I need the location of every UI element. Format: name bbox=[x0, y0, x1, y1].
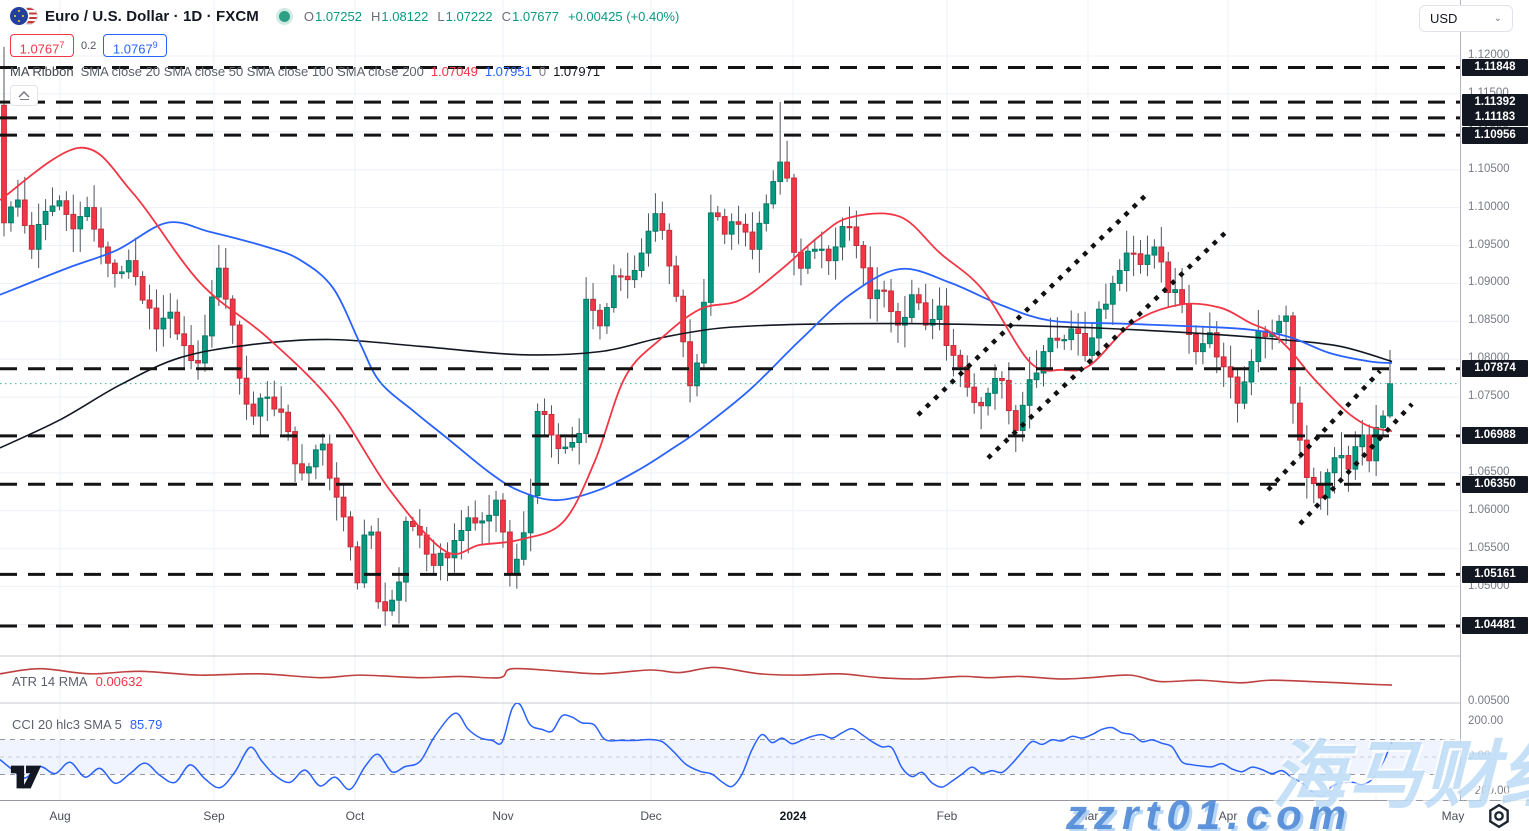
price-level-badge: 1.11392 bbox=[1462, 93, 1528, 111]
price-tick: 1.12000 bbox=[1468, 49, 1510, 61]
time-axis-label: 2024 bbox=[779, 809, 807, 823]
indicator-legend-ma-ribbon[interactable]: MA Ribbon SMA close 20 SMA close 50 SMA … bbox=[10, 64, 679, 79]
time-axis-label: Feb bbox=[936, 809, 958, 823]
price-tick: 1.06000 bbox=[1468, 503, 1510, 516]
price-level-badge: 1.11183 bbox=[1462, 109, 1528, 127]
price-level-badge: 1.04481 bbox=[1462, 617, 1528, 635]
atr-axis-tick: 0.00500 bbox=[1468, 695, 1510, 707]
time-axis-label: Oct bbox=[345, 809, 365, 823]
time-axis-label: Nov bbox=[492, 809, 514, 823]
price-tick: 1.10500 bbox=[1468, 162, 1510, 175]
axis-settings-gear-icon[interactable] bbox=[1486, 803, 1512, 829]
trendline-dotted[interactable] bbox=[986, 231, 1227, 460]
time-axis-label: Mar bbox=[1077, 809, 1099, 823]
high-value: 1.08122 bbox=[381, 8, 429, 24]
eu-flag-icon bbox=[10, 7, 28, 25]
symbol-title[interactable]: Euro / U.S. Dollar · 1D · FXCM bbox=[45, 7, 259, 25]
sma100-value: 0 bbox=[538, 64, 547, 79]
trendline-dotted[interactable] bbox=[916, 191, 1150, 417]
price-level-badge: 1.06988 bbox=[1462, 427, 1528, 445]
open-value: 1.07252 bbox=[314, 8, 362, 24]
price-axis[interactable]: 1.045001.050001.055001.060001.065001.070… bbox=[1460, 0, 1529, 800]
time-axis-label: Dec bbox=[640, 809, 662, 823]
change-value: +0.00425 (+0.40%) bbox=[568, 8, 680, 24]
price-tick: 1.09000 bbox=[1468, 276, 1510, 289]
trendline-dotted[interactable] bbox=[1298, 402, 1414, 526]
price-level-badge: 1.11848 bbox=[1462, 59, 1528, 77]
tradingview-logo[interactable] bbox=[9, 761, 43, 793]
price-tick: 1.05500 bbox=[1468, 541, 1510, 554]
price-tick: 1.07500 bbox=[1468, 390, 1510, 403]
cci-value: 85.79 bbox=[129, 717, 163, 732]
price-tick: 1.10000 bbox=[1468, 200, 1510, 213]
time-axis[interactable]: Aug Sep Oct Nov Dec 2024 Feb Mar Apr May bbox=[0, 800, 1529, 831]
cci-line[interactable] bbox=[0, 703, 1393, 798]
price-tick: 1.06500 bbox=[1468, 465, 1510, 478]
sma20-value: 1.07049 bbox=[430, 64, 478, 79]
price-level-badge: 1.10956 bbox=[1462, 126, 1528, 144]
price-level-badge: 1.07874 bbox=[1462, 360, 1528, 378]
time-axis-label: Apr bbox=[1218, 809, 1238, 823]
atr-value: 0.00632 bbox=[95, 674, 143, 689]
atr-indicator-legend[interactable]: ATR 14 RMA 0.00632 bbox=[12, 674, 143, 689]
candlestick-series[interactable] bbox=[1, 46, 1393, 626]
buy-button[interactable]: 1.07679 bbox=[103, 34, 168, 57]
currency-label: USD bbox=[1430, 11, 1458, 26]
cci-axis-tick: 200.00 bbox=[1468, 715, 1504, 727]
time-axis-label: Aug bbox=[49, 809, 71, 823]
spread-value: 0.2 bbox=[81, 39, 97, 52]
atr-label: ATR 14 RMA bbox=[12, 674, 88, 689]
time-axis-label: May bbox=[1441, 809, 1465, 823]
time-axis-label: Sep bbox=[203, 809, 225, 823]
market-status-icon[interactable] bbox=[278, 10, 290, 22]
cci-label: CCI 20 hlc3 SMA 5 bbox=[12, 717, 122, 732]
collapse-pane-button[interactable] bbox=[10, 85, 38, 106]
sma20-line[interactable] bbox=[0, 146, 1393, 556]
chevron-down-icon: ⌄ bbox=[1493, 13, 1502, 24]
atr-line[interactable] bbox=[0, 666, 1393, 686]
cci-indicator-legend[interactable]: CCI 20 hlc3 SMA 5 85.79 bbox=[12, 717, 162, 732]
eurusd-pair-icon bbox=[10, 6, 39, 26]
price-tick: 1.08500 bbox=[1468, 314, 1510, 327]
indicator-name: MA Ribbon bbox=[10, 64, 74, 79]
chevron-up-icon bbox=[18, 90, 30, 98]
price-level-badge: 1.05161 bbox=[1462, 565, 1528, 583]
indicator-params: SMA close 20 SMA close 50 SMA close 100 … bbox=[80, 64, 424, 79]
chart-legend: Euro / U.S. Dollar · 1D · FXCM O1.07252 … bbox=[10, 6, 679, 106]
price-tick: 1.09500 bbox=[1468, 238, 1510, 251]
cci-axis-tick: −200.00 bbox=[1468, 785, 1510, 797]
price-level-badge: 1.06350 bbox=[1462, 475, 1528, 493]
close-value: 1.07677 bbox=[512, 8, 559, 24]
low-value: 1.07222 bbox=[445, 8, 493, 24]
sma50-value: 1.07951 bbox=[484, 64, 532, 79]
sell-button[interactable]: 1.07677 bbox=[10, 34, 74, 57]
sma50-line[interactable] bbox=[0, 221, 1393, 502]
cci-axis-tick: 0.00 bbox=[1468, 750, 1491, 762]
sma200-value: 1.07971 bbox=[553, 64, 601, 79]
trendline-dotted[interactable] bbox=[1266, 369, 1382, 492]
ohlc-values: O1.07252 H1.08122 L1.07222 C1.07677 +0.0… bbox=[303, 8, 680, 24]
currency-selector[interactable]: USD ⌄ bbox=[1419, 5, 1513, 32]
